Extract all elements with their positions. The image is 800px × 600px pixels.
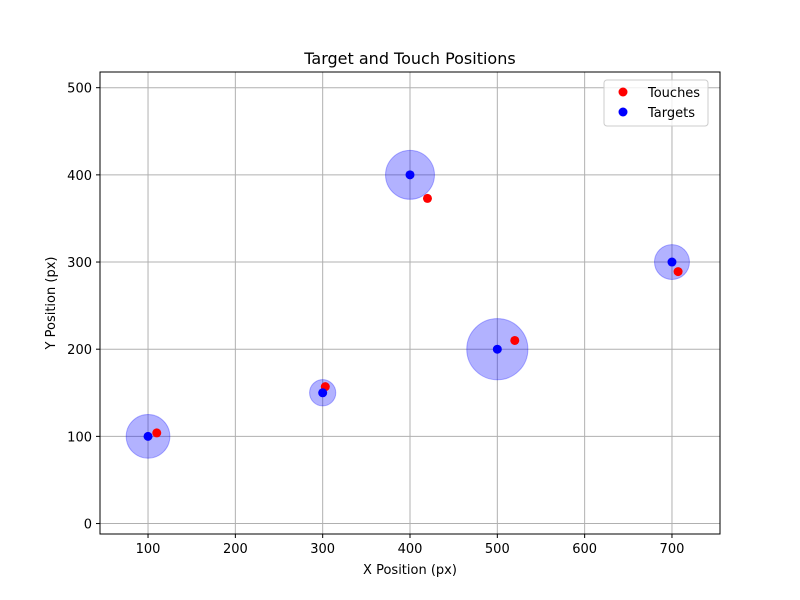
x-tick-label: 400 [398,542,423,557]
x-tick-label: 200 [223,542,248,557]
touches-point [673,267,683,277]
x-tick-label: 100 [136,542,161,557]
y-axis-ticks: 0 100 200 300 400 500 [67,82,100,533]
legend-box [603,79,709,127]
y-tick-label: 400 [67,169,92,184]
targets-point [492,344,502,354]
y-tick-label: 500 [67,82,92,97]
targets-point [143,431,153,441]
legend-marker [618,87,628,97]
legend-marker [618,107,628,117]
y-tick-label: 0 [84,518,92,533]
x-tick-label: 700 [660,542,685,557]
touches-point [510,335,520,345]
x-tick-label: 600 [572,542,597,557]
y-tick-label: 300 [67,256,92,271]
x-axis-ticks: 100 200 300 400 500 600 700 [136,534,685,557]
x-axis-label: X Position (px) [363,563,457,578]
touches-point [152,428,162,438]
legend-label: Targets [647,106,695,121]
legend: Touches Targets [603,79,709,127]
y-tick-label: 100 [67,430,92,445]
legend-label: Touches [647,86,700,101]
x-tick-label: 500 [485,542,510,557]
y-tick-label: 200 [67,343,92,358]
data-points [143,170,683,441]
targets-point [318,388,328,398]
y-axis-label: Y Position (px) [44,257,59,351]
chart-title: Target and Touch Positions [303,49,515,68]
targets-point [667,257,677,267]
touches-point [422,193,432,203]
targets-point [405,170,415,180]
x-tick-label: 300 [310,542,335,557]
grid-lines [100,72,720,534]
